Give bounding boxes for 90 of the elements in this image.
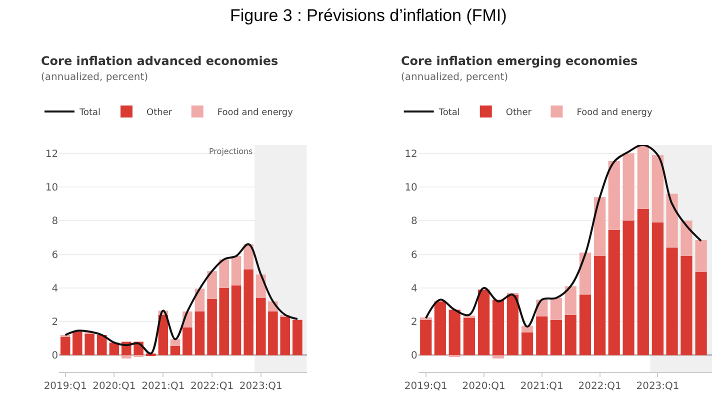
bar xyxy=(666,194,678,248)
bar xyxy=(268,311,278,356)
y-tick-label: 12 xyxy=(404,148,418,160)
y-tick-label: 4 xyxy=(52,283,58,294)
bar xyxy=(207,298,217,356)
bar xyxy=(522,332,534,356)
bar xyxy=(121,355,132,359)
bar xyxy=(170,346,180,356)
y-tick-label: 6 xyxy=(411,250,418,261)
bar xyxy=(492,355,504,359)
bar xyxy=(550,298,562,320)
legend-label: Other xyxy=(146,108,172,118)
bar xyxy=(550,320,562,356)
x-tick-label: 2023:Q1 xyxy=(239,381,282,392)
bar xyxy=(207,271,217,299)
bar xyxy=(256,298,266,356)
bar xyxy=(695,272,707,356)
bar xyxy=(478,290,490,356)
line-series xyxy=(64,243,298,354)
bar xyxy=(448,310,460,356)
bar xyxy=(608,160,620,230)
y-tick-label: 2 xyxy=(411,317,418,328)
bar xyxy=(60,336,70,356)
bar xyxy=(594,256,606,356)
x-tick-label: 2019:Q1 xyxy=(44,381,87,392)
bar xyxy=(219,259,229,288)
y-tick-label: 8 xyxy=(52,216,58,228)
y-tick-label: 10 xyxy=(45,182,58,194)
bar xyxy=(492,300,504,356)
bar xyxy=(695,240,707,272)
bar xyxy=(564,286,576,315)
legend-label: Other xyxy=(506,108,532,118)
bar xyxy=(652,222,664,356)
chart-title: Core inflation advanced economies xyxy=(41,54,278,68)
bar xyxy=(84,333,94,356)
legend-label: Food and energy xyxy=(217,108,294,118)
bar xyxy=(666,248,678,356)
y-tick-label: 0 xyxy=(52,350,58,362)
bar xyxy=(680,220,692,256)
bar xyxy=(170,339,180,346)
bar xyxy=(594,197,606,256)
bar xyxy=(622,220,634,356)
x-tick-label: 2022:Q1 xyxy=(190,381,234,392)
bar xyxy=(652,155,664,222)
legend-label: Food and energy xyxy=(576,108,653,118)
bar xyxy=(280,316,290,356)
y-tick-label: 0 xyxy=(411,350,418,362)
bar xyxy=(564,314,576,356)
bar xyxy=(97,335,107,356)
bar xyxy=(579,294,592,356)
bar xyxy=(194,311,205,356)
line-series xyxy=(424,145,702,328)
bar xyxy=(637,208,649,356)
x-tick-label: 2022:Q1 xyxy=(578,381,622,392)
chart-title: Core inflation emerging economies xyxy=(401,54,638,68)
y-tick-label: 12 xyxy=(45,148,58,160)
x-tick-label: 2021:Q1 xyxy=(142,381,185,392)
bar xyxy=(579,252,592,295)
bar xyxy=(244,269,254,356)
bar xyxy=(219,288,229,356)
chart-subtitle: (annualized, percent) xyxy=(401,72,508,83)
x-tick-label: 2020:Q1 xyxy=(92,381,136,392)
bar xyxy=(463,317,476,356)
bar xyxy=(231,285,242,356)
bar xyxy=(680,256,692,356)
bar xyxy=(231,256,242,286)
bar xyxy=(434,301,446,356)
legend-label: Total xyxy=(438,108,460,118)
x-tick-label: 2023:Q1 xyxy=(636,381,680,392)
caption: Figure 3 : Prévisions d’inflation (FMI) xyxy=(230,6,507,25)
bar xyxy=(292,320,302,356)
chart-subtitle: (annualized, percent) xyxy=(41,72,148,83)
bar xyxy=(182,327,192,356)
bar xyxy=(622,153,634,221)
bar xyxy=(637,145,649,209)
x-tick-label: 2019:Q1 xyxy=(404,381,448,392)
x-tick-label: 2020:Q1 xyxy=(462,381,506,392)
x-tick-label: 2021:Q1 xyxy=(520,381,564,392)
legend-label: Total xyxy=(78,108,101,118)
bar xyxy=(608,230,620,356)
y-tick-label: 8 xyxy=(411,216,418,228)
y-tick-label: 2 xyxy=(52,317,58,328)
bar xyxy=(536,316,548,356)
bar xyxy=(72,332,82,356)
band-label: Projections xyxy=(209,147,253,156)
y-tick-label: 6 xyxy=(52,250,58,261)
bar xyxy=(506,294,518,356)
y-tick-label: 10 xyxy=(404,182,418,194)
bar xyxy=(420,319,432,356)
y-tick-label: 4 xyxy=(411,283,418,294)
